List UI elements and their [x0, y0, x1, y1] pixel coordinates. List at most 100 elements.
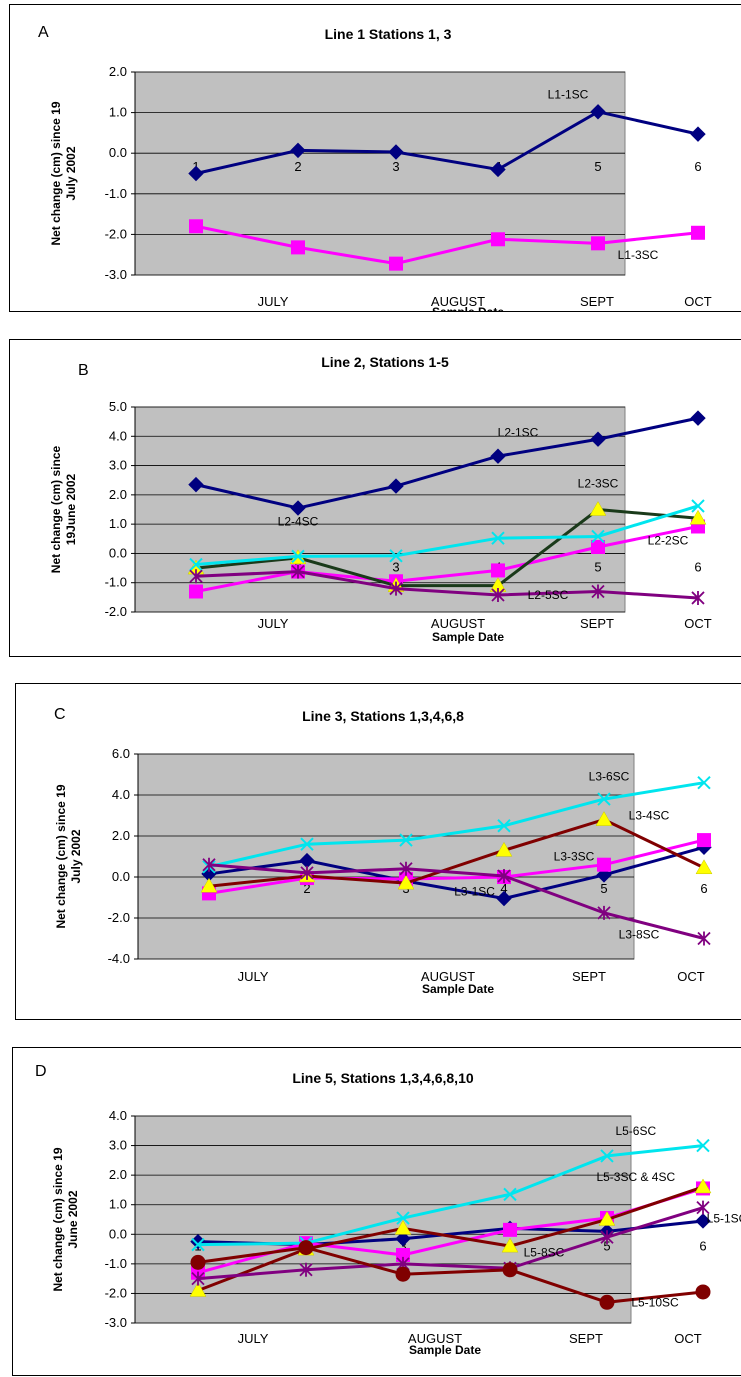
chart-b-data-point — [189, 569, 203, 584]
chart-a-y-tick-label: 0.0 — [109, 145, 127, 160]
chart-d-data-point — [599, 1294, 615, 1310]
chart-a-month-label: OCT — [684, 294, 712, 309]
chart-d-data-point — [396, 1211, 410, 1225]
chart-c-data-point — [399, 861, 413, 876]
chart-b-data-point — [591, 539, 605, 554]
chart-a-data-point — [389, 256, 403, 271]
chart-b-series-line — [195, 525, 699, 593]
chart-d-ylabel: Net change (cm) since 19June 2002 — [51, 1147, 80, 1291]
chart-c-data-point — [300, 837, 314, 851]
chart-b-y-tick-label: 2.0 — [109, 487, 127, 502]
chart-d-title: Line 5, Stations 1,3,4,6,8,10 — [292, 1070, 474, 1086]
chart-a-xlabel: Sample Date — [432, 305, 504, 311]
chart-b-data-point — [690, 410, 706, 426]
chart-b-series-2 — [189, 519, 705, 599]
chart-c-y-tick-label: -2.0 — [108, 910, 130, 925]
chart-d-data-point — [695, 1213, 711, 1229]
chart-b-month-label: AUGUST — [431, 616, 485, 631]
chart-b-panel-letter: B — [78, 362, 89, 379]
chart-d-data-point — [600, 1149, 614, 1163]
chart-b-data-point — [589, 500, 607, 516]
chart-a-svg: A Line 1 Stations 1, 3 2.0 1.0 0.0 -1.0 -2.0 -3… — [38, 24, 712, 311]
chart-b-series-5 — [189, 564, 705, 605]
chart-a-data-point — [690, 126, 706, 142]
chart-b-series-line — [195, 507, 699, 588]
chart-c-series-annotation: L3-4SC — [629, 809, 670, 823]
chart-b-y-tick-label: 0.0 — [109, 545, 127, 560]
chart-b-series-annotation: L2-2SC — [648, 534, 689, 548]
chart-a-y-tick-label: 1.0 — [109, 105, 127, 120]
chart-b-y-tick-label: -2.0 — [105, 604, 127, 619]
chart-a-station-number: 5 — [594, 159, 601, 174]
chart-b-series-1 — [188, 410, 706, 516]
chart-c-series-line — [208, 781, 705, 869]
chart-a-series-line — [195, 224, 699, 266]
chart-d-series-6 — [190, 1240, 711, 1310]
chart-d-y-tick-label: -1.0 — [105, 1256, 127, 1271]
chart-b-series-annotation: L2-3SC — [578, 477, 619, 491]
chart-a-y-tick-label: 2.0 — [109, 64, 127, 79]
chart-d-month-label: AUGUST — [408, 1331, 462, 1346]
chart-b-title: Line 2, Stations 1-5 — [321, 354, 449, 370]
chart-d-series-annotation: L5-6SC — [615, 1124, 656, 1138]
chart-c-y-tick-label: 2.0 — [112, 828, 130, 843]
chart-b-data-point — [189, 557, 203, 572]
chart-d-data-point — [299, 1262, 313, 1277]
chart-a-ylabel-line: Net change (cm) since 19 — [49, 101, 63, 245]
chart-a-panel-letter: A — [38, 24, 49, 41]
chart-c-ylabel: Net change (cm) since 19July 2002 — [54, 784, 83, 928]
chart-a-data-point — [189, 219, 203, 234]
chart-b-station-number: 3 — [392, 559, 399, 574]
chart-b-data-point — [389, 549, 403, 563]
chart-d-series-annotation: L5-1SC — [707, 1211, 741, 1225]
chart-b-y-tick-label: 4.0 — [109, 428, 127, 443]
chart-b-data-point — [691, 499, 705, 513]
chart-a-month-label: JULY — [258, 294, 289, 309]
chart-d-y-tick-label: 1.0 — [109, 1197, 127, 1212]
chart-b-data-point — [689, 509, 707, 525]
chart-b-svg: B Line 2, Stations 1-5 5.0 4.0 3.0 2.0 1.0 0.0 -… — [49, 354, 712, 644]
chart-d-data-point — [190, 1254, 206, 1270]
chart-b-ylabel: Net change (cm) since19June 2002 — [49, 445, 78, 573]
chart-c-xlabel: Sample Date — [422, 982, 494, 996]
chart-c-data-point — [202, 857, 216, 872]
chart-b-y-tick-label: 1.0 — [109, 516, 127, 531]
chart-c-data-point — [695, 859, 713, 875]
chart-b-data-point — [490, 448, 506, 464]
chart-c-series-annotation: L3-8SC — [619, 928, 660, 942]
chart-d-data-point — [191, 1237, 205, 1252]
chart-d-data-point — [696, 1200, 710, 1215]
chart-d-series-line — [197, 1185, 704, 1292]
chart-a-month-label: AUGUST — [431, 294, 485, 309]
chart-b-series-annotation: L2-4SC — [278, 515, 319, 529]
chart-b-data-point — [189, 584, 203, 599]
chart-b-plot-area — [134, 406, 626, 613]
chart-c-month-label: SEPT — [572, 969, 606, 984]
chart-c-data-point — [495, 841, 513, 857]
chart-d-panel-letter: D — [35, 1063, 47, 1080]
chart-c-data-point — [697, 775, 711, 790]
chart-c-station-number: 2 — [303, 881, 310, 896]
chart-d-y-tick-label: -2.0 — [105, 1285, 127, 1300]
chart-b-xlabel: Sample Date — [432, 630, 504, 644]
chart-a-station-number: 3 — [392, 159, 399, 174]
chart-a-series-annotation: L1-3SC — [618, 248, 659, 262]
chart-a-y-tick-label: -2.0 — [105, 226, 127, 241]
chart-b-month-label: OCT — [684, 616, 712, 631]
chart-c-month-label: AUGUST — [421, 969, 475, 984]
chart-a-y-tick-label: -3.0 — [105, 267, 127, 282]
chart-a-title: Line 1 Stations 1, 3 — [325, 26, 452, 42]
chart-d-data-point — [503, 1222, 517, 1237]
chart-b-series-annotation: L2-1SC — [498, 425, 539, 439]
chart-b-data-point — [591, 584, 605, 599]
chart-d-series-line — [197, 1246, 704, 1304]
chart-c-data-point — [497, 868, 511, 883]
chart-d-data-point — [502, 1262, 518, 1278]
chart-c-y-tick-label: 6.0 — [112, 746, 130, 761]
chart-d-y-tick-label: -3.0 — [105, 1315, 127, 1330]
chart-c-data-point — [300, 865, 314, 880]
chart-b-series-line — [195, 416, 699, 510]
chart-a-data-point — [290, 142, 306, 159]
chart-d-plot-area — [134, 1115, 632, 1324]
chart-d-data-point — [298, 1240, 314, 1256]
